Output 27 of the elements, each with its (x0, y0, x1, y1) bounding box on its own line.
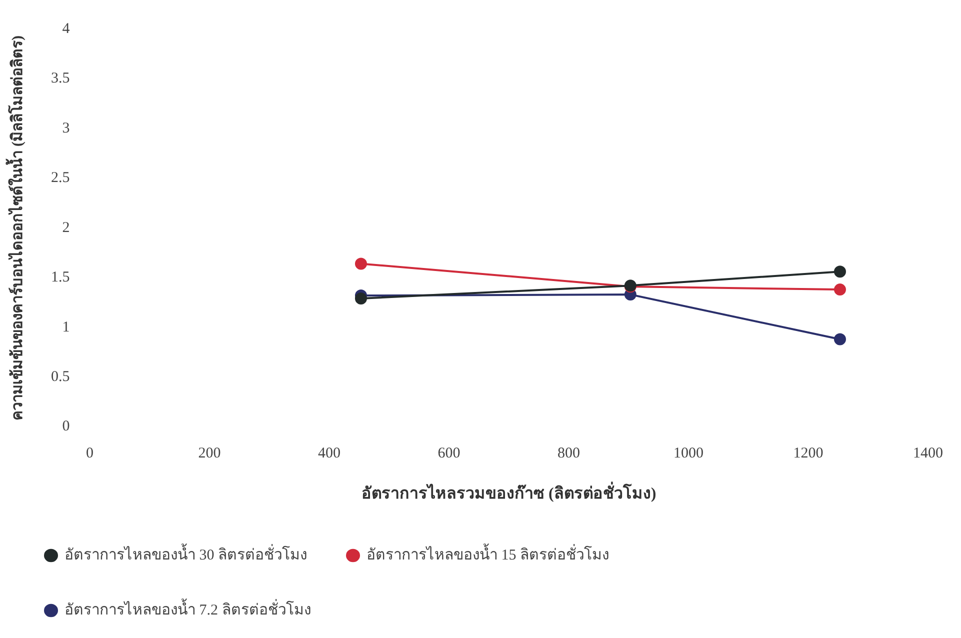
y-tick-label: 1 (62, 319, 70, 336)
y-tick-label: 3 (62, 120, 70, 136)
x-tick-label: 600 (438, 446, 460, 462)
legend-label: อัตราการไหลของน้ำ 15 ลิตรต่อชั่วโมง (366, 543, 609, 564)
x-tick-label: 200 (198, 446, 221, 462)
y-tick-label: 1.5 (51, 270, 70, 286)
x-tick-label: 1200 (793, 446, 824, 462)
y-tick-label: 0 (62, 418, 70, 435)
point (834, 284, 846, 296)
x-axis-title: อัตราการไหลรวมของก๊าซ (ลิตรต่อชั่วโมง) (362, 482, 656, 503)
point (834, 333, 846, 346)
point (834, 266, 846, 278)
x-tick-label: 0 (86, 446, 94, 462)
y-tick-label: 3.5 (51, 70, 70, 87)
x-tick-label: 1000 (674, 446, 704, 462)
x-tick-label: 800 (558, 446, 580, 462)
y-tick-label: 0.5 (51, 369, 70, 386)
point (354, 258, 367, 270)
x-tick-label: 400 (318, 446, 340, 462)
y-tick-label: 4 (62, 20, 70, 37)
x-tick-label: 1400 (913, 446, 943, 462)
y-tick-label: 2.5 (51, 170, 70, 186)
point (354, 292, 367, 305)
y-axis-title: ความเข้มข้นของคาร์บอนไดออกไซด์ในน้ำ (มิลลิโมลต่อลิตร) (4, 36, 26, 420)
y-tick-label: 2 (62, 220, 70, 236)
legend-label: อัตราการไหลของน้ำ 30 ลิตรต่อชั่วโมง (64, 543, 307, 564)
legend-label: อัตราการไหลของน้ำ 7.2 ลิตรต่อชั่วโมง (64, 598, 311, 618)
